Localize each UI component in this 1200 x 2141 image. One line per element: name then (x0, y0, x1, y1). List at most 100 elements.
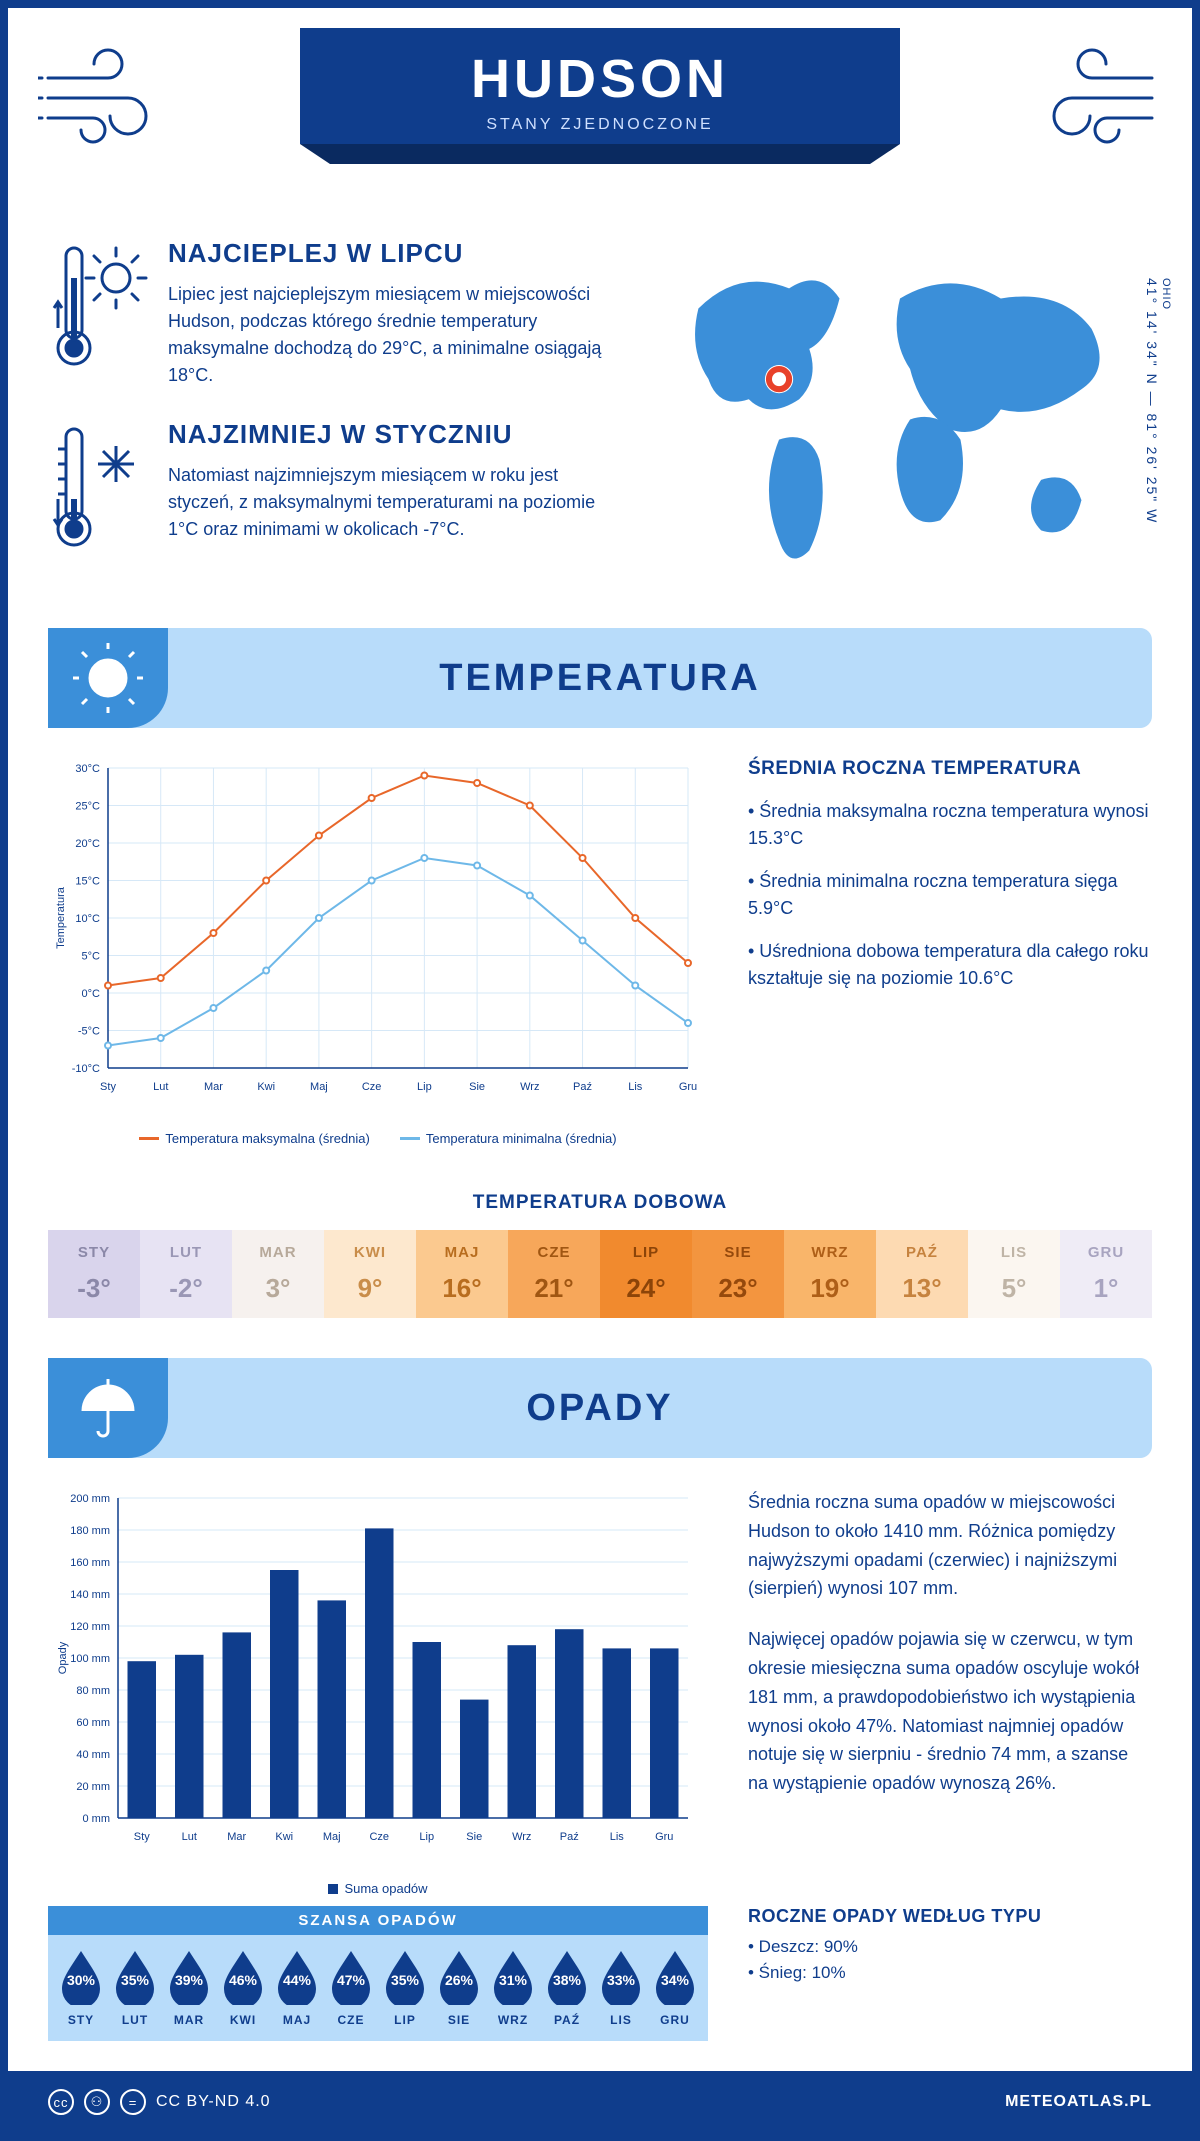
title-banner: HUDSON STANY ZJEDNOCZONE (300, 28, 900, 144)
svg-text:Sie: Sie (466, 1831, 482, 1843)
month-cell: GRU1° (1060, 1230, 1152, 1318)
precip-chance-title: SZANSA OPADÓW (48, 1906, 708, 1935)
temperature-chart: -10°C-5°C0°C5°C10°C15°C20°C25°C30°CStyLu… (48, 758, 708, 1146)
month-cell: STY-3° (48, 1230, 140, 1318)
chance-drop: 44% MAJ (270, 1949, 324, 2027)
svg-text:Lut: Lut (153, 1081, 168, 1093)
svg-text:Paź: Paź (560, 1831, 579, 1843)
svg-text:180 mm: 180 mm (70, 1525, 110, 1537)
chance-drop: 38% PAŹ (540, 1949, 594, 2027)
avg-temp-title: ŚREDNIA ROCZNA TEMPERATURA (748, 758, 1152, 780)
coldest-text: Natomiast najzimniejszym miesiącem w rok… (168, 462, 608, 543)
umbrella-icon (48, 1358, 168, 1458)
wind-icon (1022, 38, 1162, 158)
svg-text:Cze: Cze (369, 1831, 389, 1843)
month-cell: MAJ16° (416, 1230, 508, 1318)
chance-drop: 30% STY (54, 1949, 108, 2027)
svg-text:Opady: Opady (57, 1641, 69, 1674)
infographic-page: HUDSON STANY ZJEDNOCZONE (0, 0, 1200, 2141)
precipitation-info: Średnia roczna suma opadów w miejscowośc… (748, 1488, 1152, 1896)
chance-drop: 34% GRU (648, 1949, 702, 2027)
svg-text:Lis: Lis (610, 1831, 625, 1843)
precipitation-title: OPADY (526, 1387, 673, 1430)
avg-temp-bullet: • Średnia minimalna roczna temperatura s… (748, 868, 1152, 922)
month-cell: LIS5° (968, 1230, 1060, 1318)
svg-text:20 mm: 20 mm (76, 1781, 110, 1793)
svg-text:Sie: Sie (469, 1081, 485, 1093)
svg-text:Kwi: Kwi (257, 1081, 275, 1093)
month-cell: PAŹ13° (876, 1230, 968, 1318)
svg-text:Lip: Lip (419, 1831, 434, 1843)
sun-icon (48, 628, 168, 728)
warmest-title: NAJCIEPLEJ W LIPCU (168, 238, 608, 269)
avg-temp-info: ŚREDNIA ROCZNA TEMPERATURA • Średnia mak… (748, 758, 1152, 1146)
precip-text: Najwięcej opadów pojawia się w czerwcu, … (748, 1625, 1152, 1798)
svg-text:Lis: Lis (628, 1081, 643, 1093)
footer: cc ⚇ = CC BY-ND 4.0 METEOATLAS.PL (8, 2071, 1192, 2133)
svg-text:30°C: 30°C (75, 763, 100, 775)
chance-drop: 26% SIE (432, 1949, 486, 2027)
chance-drop: 39% MAR (162, 1949, 216, 2027)
location-title: HUDSON (300, 48, 900, 110)
svg-text:Lut: Lut (182, 1831, 197, 1843)
svg-text:Mar: Mar (204, 1081, 223, 1093)
daily-temp-title: TEMPERATURA DOBOWA (8, 1192, 1192, 1214)
svg-text:25°C: 25°C (75, 801, 100, 813)
country-subtitle: STANY ZJEDNOCZONE (300, 116, 900, 134)
svg-text:0°C: 0°C (82, 988, 101, 1000)
svg-text:Mar: Mar (227, 1831, 246, 1843)
svg-text:5°C: 5°C (82, 951, 101, 963)
site-name: METEOATLAS.PL (1005, 2093, 1152, 2111)
svg-text:Gru: Gru (655, 1831, 673, 1843)
license-text: CC BY-ND 4.0 (156, 2093, 271, 2111)
warmest-block: NAJCIEPLEJ W LIPCU Lipiec jest najcieple… (48, 238, 608, 389)
svg-text:Wrz: Wrz (512, 1831, 531, 1843)
month-cell: CZE21° (508, 1230, 600, 1318)
svg-text:-10°C: -10°C (72, 1063, 100, 1075)
coldest-block: NAJZIMNIEJ W STYCZNIU Natomiast najzimni… (48, 419, 608, 559)
temperature-header: TEMPERATURA (48, 628, 1152, 728)
month-cell: LIP24° (600, 1230, 692, 1318)
nd-icon: = (120, 2089, 146, 2115)
precip-type-title: ROCZNE OPADY WEDŁUG TYPU (748, 1906, 1152, 1927)
precip-rain: • Deszcz: 90% (748, 1937, 1152, 1957)
chance-drop: 33% LIS (594, 1949, 648, 2027)
svg-text:80 mm: 80 mm (76, 1685, 110, 1697)
svg-text:40 mm: 40 mm (76, 1749, 110, 1761)
month-cell: MAR3° (232, 1230, 324, 1318)
chance-drop: 35% LIP (378, 1949, 432, 2027)
month-cell: SIE23° (692, 1230, 784, 1318)
svg-text:0 mm: 0 mm (83, 1813, 111, 1825)
daily-temp-strip: STY-3° LUT-2° MAR3° KWI9° MAJ16° CZE21° … (48, 1230, 1152, 1318)
thermometer-snow-icon (48, 419, 148, 559)
svg-text:Lip: Lip (417, 1081, 432, 1093)
svg-text:160 mm: 160 mm (70, 1557, 110, 1569)
svg-text:-5°C: -5°C (78, 1026, 100, 1038)
warmest-text: Lipiec jest najcieplejszym miesiącem w m… (168, 281, 608, 389)
chance-drop: 46% KWI (216, 1949, 270, 2027)
month-cell: KWI9° (324, 1230, 416, 1318)
month-cell: LUT-2° (140, 1230, 232, 1318)
svg-text:120 mm: 120 mm (70, 1621, 110, 1633)
precip-type-info: ROCZNE OPADY WEDŁUG TYPU • Deszcz: 90% •… (748, 1906, 1152, 2041)
svg-text:Maj: Maj (310, 1081, 328, 1093)
temperature-title: TEMPERATURA (439, 657, 761, 700)
svg-text:Sty: Sty (100, 1081, 116, 1093)
precip-text: Średnia roczna suma opadów w miejscowośc… (748, 1488, 1152, 1603)
by-icon: ⚇ (84, 2089, 110, 2115)
month-cell: WRZ19° (784, 1230, 876, 1318)
svg-text:140 mm: 140 mm (70, 1589, 110, 1601)
svg-text:Sty: Sty (134, 1831, 150, 1843)
license-block: cc ⚇ = CC BY-ND 4.0 (48, 2089, 271, 2115)
svg-text:Wrz: Wrz (520, 1081, 539, 1093)
chance-drop: 47% CZE (324, 1949, 378, 2027)
precip-chart-legend: Suma opadów (48, 1881, 708, 1896)
header: HUDSON STANY ZJEDNOCZONE (8, 8, 1192, 218)
svg-text:Cze: Cze (362, 1081, 382, 1093)
svg-text:Maj: Maj (323, 1831, 341, 1843)
intro-section: NAJCIEPLEJ W LIPCU Lipiec jest najcieple… (8, 218, 1192, 628)
avg-temp-bullet: • Uśredniona dobowa temperatura dla całe… (748, 938, 1152, 992)
precipitation-chart: 0 mm20 mm40 mm60 mm80 mm100 mm120 mm140 … (48, 1488, 708, 1896)
svg-text:Kwi: Kwi (275, 1831, 293, 1843)
temp-chart-legend: Temperatura maksymalna (średnia) Tempera… (48, 1131, 708, 1146)
